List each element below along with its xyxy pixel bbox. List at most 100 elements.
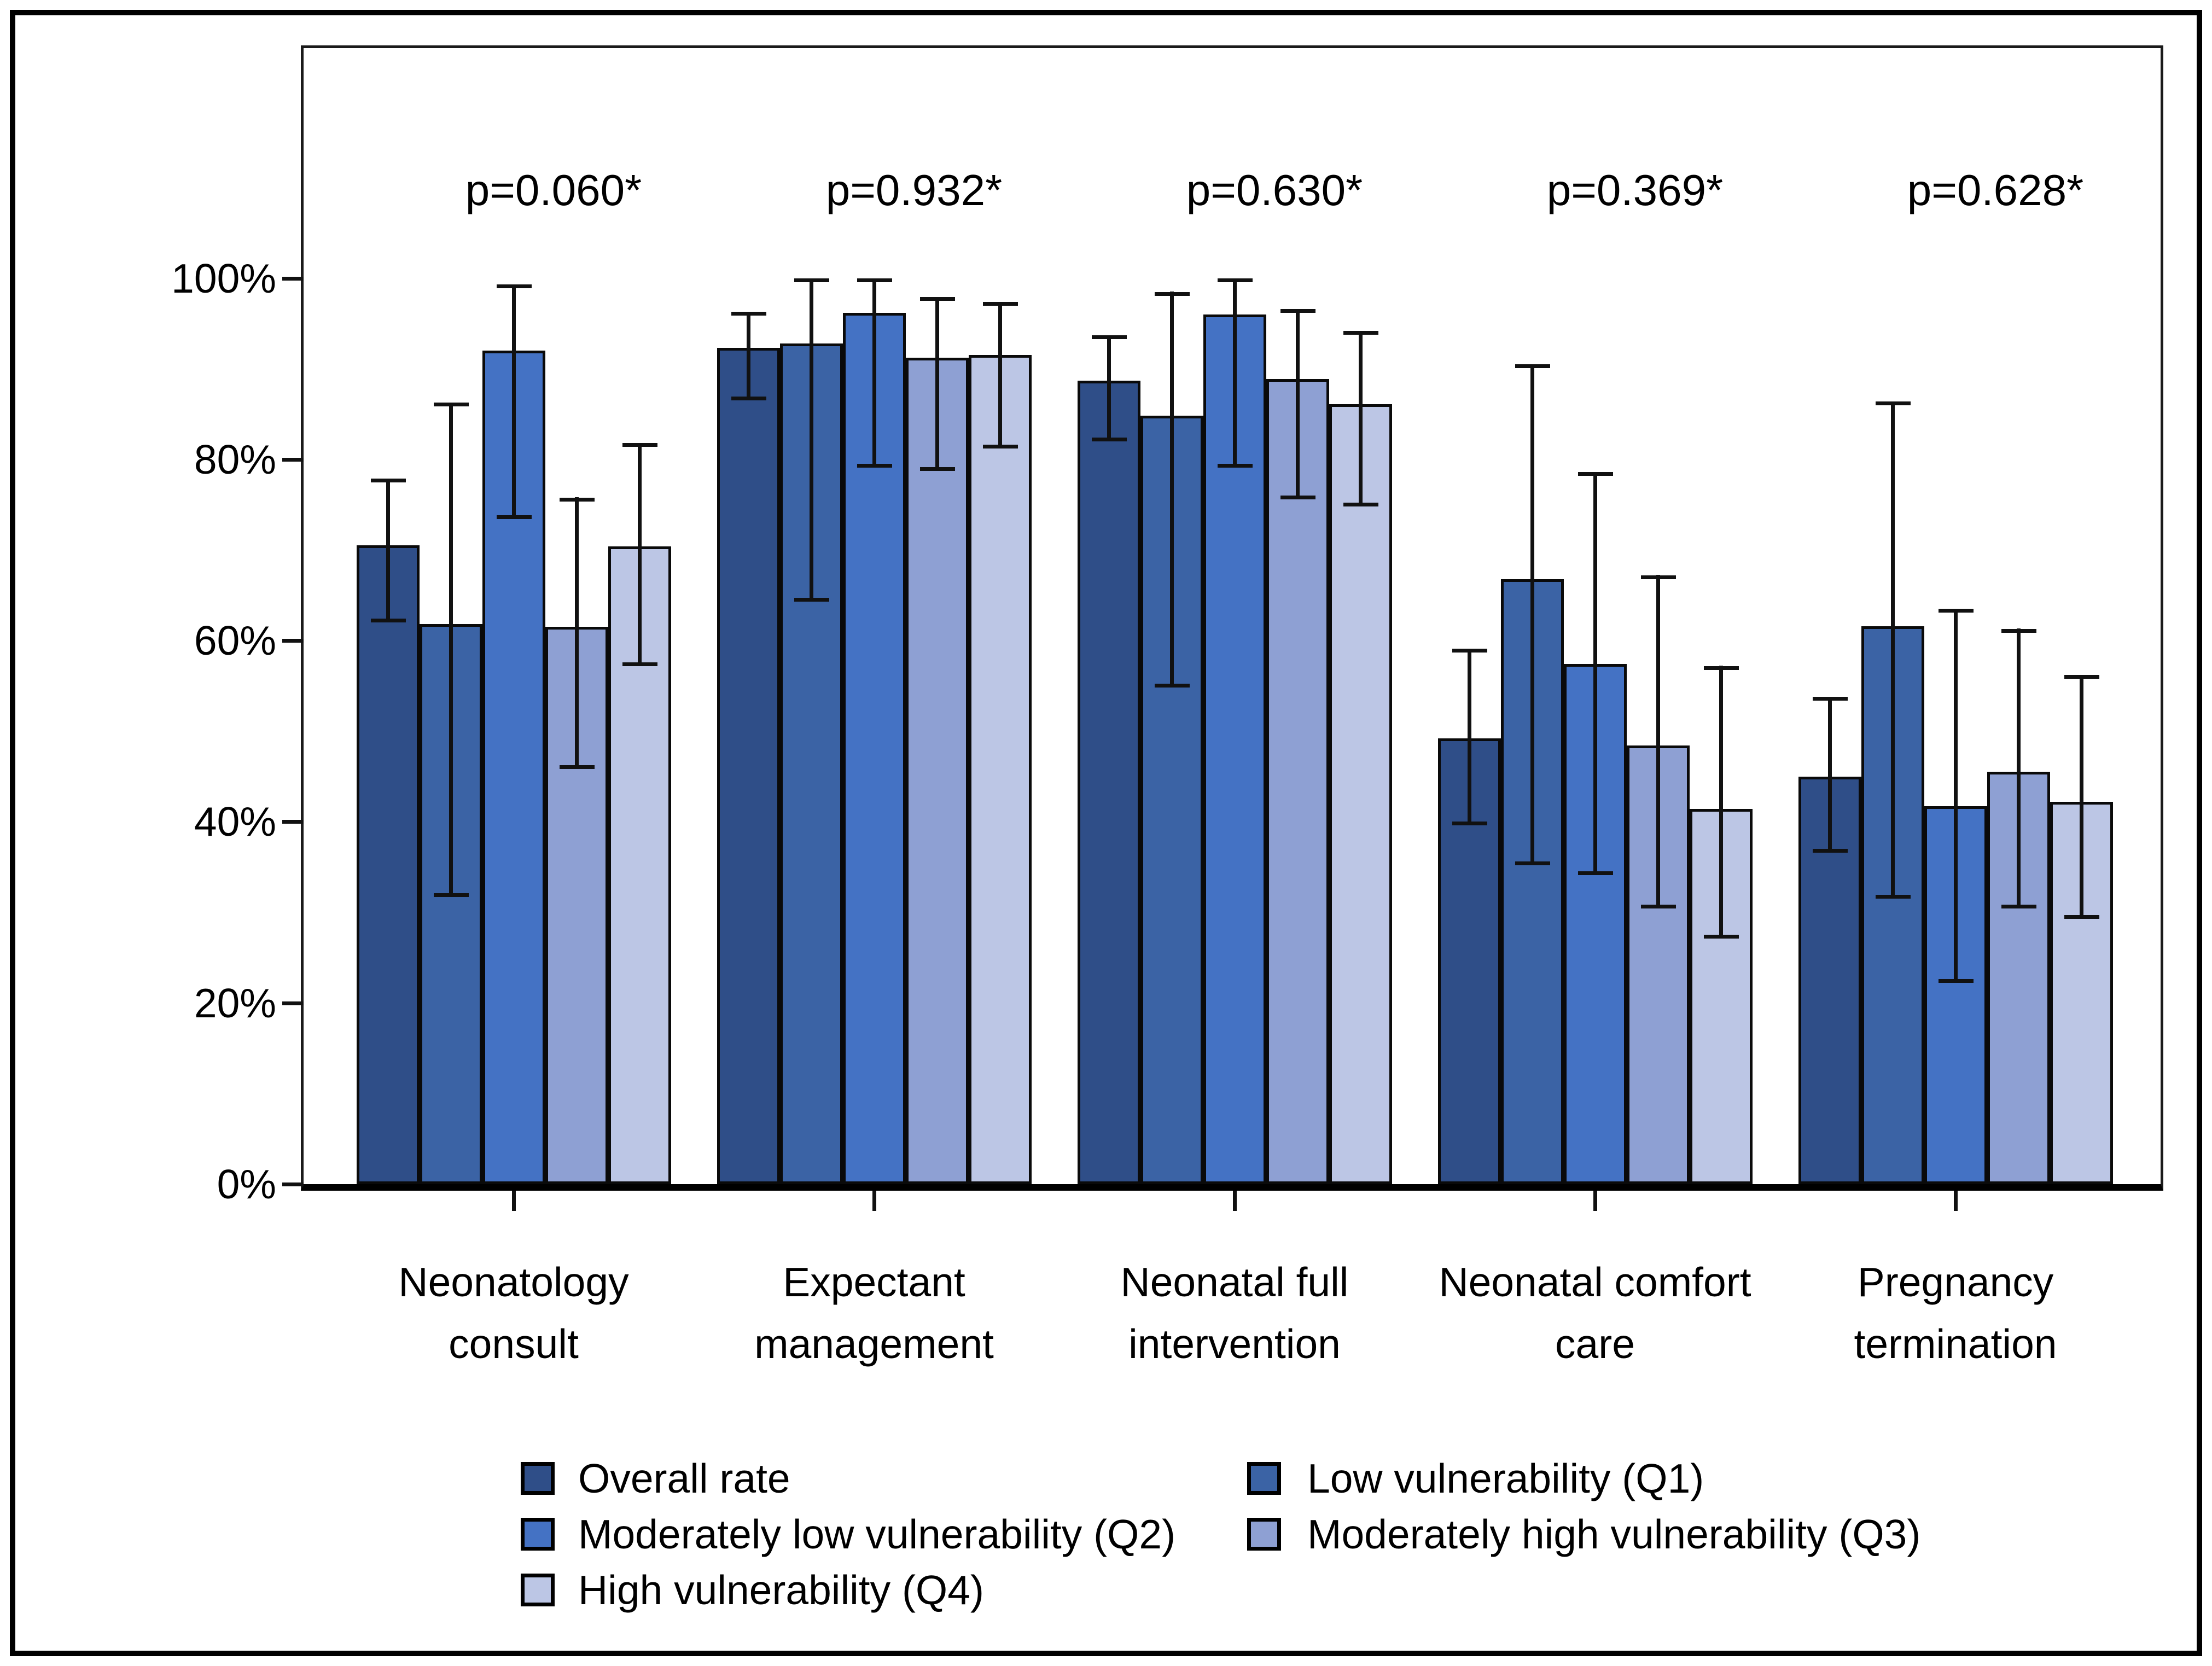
- y-tick-label: 100%: [171, 255, 276, 301]
- x-tick-mark: [1954, 1191, 1958, 1211]
- error-bar: [935, 297, 939, 471]
- y-tick-label: 80%: [194, 436, 276, 482]
- error-bar: [747, 312, 750, 400]
- category-label-neonatal-comfort: Neonatal comfort care: [1376, 1251, 1814, 1375]
- y-tick-mark: [282, 1182, 304, 1186]
- error-bar: [449, 403, 453, 897]
- y-tick-mark: [282, 458, 304, 462]
- bar-moderately-high-vulnerability-q3: [1266, 379, 1329, 1184]
- category-label-line1: Neonatal comfort: [1439, 1259, 1751, 1305]
- error-bar: [1593, 472, 1597, 875]
- legend-swatch-high-vulnerability-q4: [521, 1574, 555, 1606]
- category-label-line2: consult: [449, 1321, 579, 1367]
- legend-swatch-moderately-high-vulnerability-q3: [1247, 1518, 1281, 1551]
- bar-overall-rate: [357, 545, 420, 1184]
- error-cap-top: [983, 302, 1018, 306]
- bar-low-vulnerability-q1: [1501, 579, 1564, 1184]
- category-label-expectant: Expectant management: [655, 1251, 1093, 1375]
- error-cap-top: [371, 479, 406, 482]
- error-cap-top: [1218, 278, 1253, 282]
- category-label-line1: Pregnancy: [1857, 1259, 2054, 1305]
- error-bar: [512, 284, 516, 519]
- category-label-line2: care: [1555, 1321, 1635, 1367]
- legend-label-moderately-low-vulnerability-q2: Moderately low vulnerability (Q2): [578, 1511, 1176, 1557]
- error-bar: [575, 497, 579, 769]
- legend-swatch-overall-rate: [521, 1462, 555, 1495]
- legend-label-high-vulnerability-q4: High vulnerability (Q4): [578, 1567, 984, 1613]
- y-tick-label: 40%: [194, 799, 276, 844]
- legend-label-low-vulnerability-q1: Low vulnerability (Q1): [1307, 1455, 1704, 1501]
- error-bar: [1891, 401, 1895, 899]
- error-cap-bottom: [983, 445, 1018, 448]
- error-cap-top: [434, 403, 469, 406]
- error-cap-top: [622, 443, 657, 447]
- error-cap-bottom: [1280, 496, 1315, 499]
- error-bar: [1828, 697, 1832, 853]
- error-cap-top: [1092, 335, 1127, 339]
- p-value-label: p=0.630*: [1186, 166, 1363, 214]
- error-cap-top: [1155, 292, 1190, 296]
- bar-overall-rate: [717, 348, 780, 1184]
- legend-label-moderately-high-vulnerability-q3: Moderately high vulnerability (Q3): [1307, 1511, 1921, 1557]
- bar-moderately-high-vulnerability-q3: [906, 358, 969, 1184]
- category-label-neonatal-full: Neonatal full intervention: [1016, 1251, 1453, 1375]
- error-cap-top: [2064, 675, 2099, 679]
- error-cap-bottom: [1641, 905, 1676, 908]
- y-tick-label: 20%: [194, 980, 276, 1026]
- error-cap-top: [1515, 364, 1550, 368]
- error-cap-bottom: [1813, 849, 1848, 853]
- error-bar: [2080, 675, 2083, 919]
- bar-group-neonatology-consult: [357, 48, 671, 1184]
- error-cap-bottom: [1939, 979, 1974, 983]
- error-cap-top: [1452, 649, 1487, 653]
- error-bar: [998, 302, 1002, 448]
- y-tick-label: 0%: [217, 1161, 276, 1207]
- bar-moderately-low-vulnerability-q2: [1924, 806, 1987, 1184]
- error-cap-top: [560, 498, 595, 502]
- error-cap-bottom: [857, 464, 892, 468]
- error-cap-top: [1704, 666, 1739, 670]
- error-cap-bottom: [560, 765, 595, 769]
- error-cap-top: [1280, 309, 1315, 313]
- category-label-line1: Neonatology: [398, 1259, 629, 1305]
- x-tick-mark: [872, 1191, 876, 1211]
- error-cap-bottom: [1876, 895, 1911, 899]
- category-label-line1: Expectant: [783, 1259, 965, 1305]
- error-cap-bottom: [1704, 935, 1739, 939]
- error-cap-top: [920, 297, 955, 301]
- error-cap-bottom: [434, 893, 469, 897]
- error-cap-bottom: [1578, 871, 1613, 875]
- error-cap-bottom: [920, 467, 955, 471]
- error-cap-top: [1578, 472, 1613, 476]
- x-tick-mark: [512, 1191, 516, 1211]
- error-cap-bottom: [1452, 822, 1487, 825]
- error-cap-bottom: [371, 619, 406, 622]
- category-label-line2: termination: [1854, 1321, 2057, 1367]
- error-cap-bottom: [731, 397, 766, 400]
- error-cap-top: [1343, 331, 1378, 335]
- error-cap-top: [2001, 629, 2036, 633]
- bar-high-vulnerability-q4: [969, 355, 1032, 1184]
- p-value-label: p=0.060*: [465, 166, 642, 214]
- error-bar: [810, 278, 813, 602]
- error-bar: [1170, 292, 1174, 688]
- error-cap-top: [1876, 401, 1911, 405]
- category-label-pregnancy: Pregnancy termination: [1737, 1251, 2174, 1375]
- error-bar: [1530, 364, 1534, 865]
- error-bar: [638, 444, 642, 666]
- category-label-line2: intervention: [1128, 1321, 1341, 1367]
- error-bar: [1719, 666, 1723, 939]
- bar-group-pregnancy-termination: [1798, 48, 2113, 1184]
- p-value-label: p=0.628*: [1907, 166, 2084, 214]
- error-bar: [1359, 331, 1363, 506]
- bar-moderately-high-vulnerability-q3: [1627, 745, 1690, 1184]
- error-cap-top: [1813, 697, 1848, 701]
- error-cap-bottom: [1515, 861, 1550, 865]
- category-label-line1: Neonatal full: [1120, 1259, 1349, 1305]
- bar-group-neonatal-full-intervention: [1078, 48, 1392, 1184]
- x-tick-mark: [1593, 1191, 1597, 1211]
- error-cap-top: [857, 278, 892, 282]
- error-cap-bottom: [1218, 464, 1253, 468]
- bar-group-expectant-management: [717, 48, 1032, 1184]
- plot-area: p=0.060* p=0.932* p=0.630* p=0.369* p=0.628*: [301, 45, 2163, 1191]
